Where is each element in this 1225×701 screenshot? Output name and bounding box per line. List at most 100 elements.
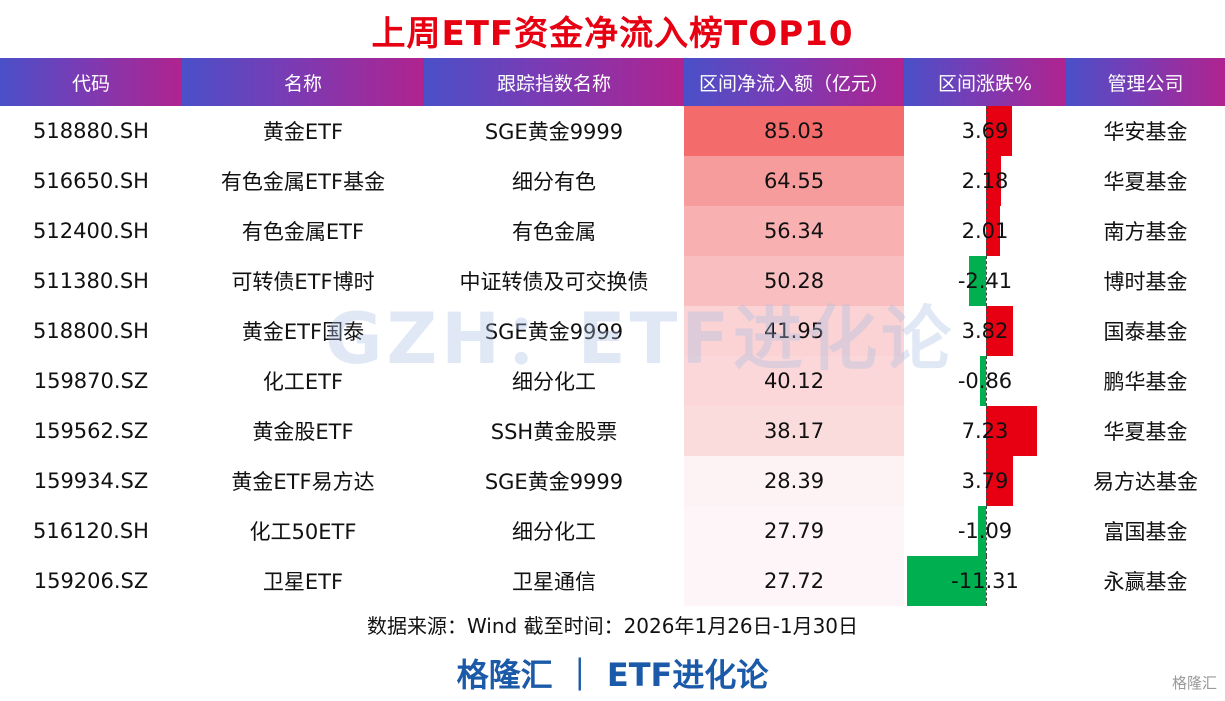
company-cell: 易方达基金 (1093, 470, 1198, 494)
table-row: 516120.SH 化工50ETF 细分化工 27.79 -1.09 富国基金 (0, 506, 1225, 556)
change-label: 3.82 (961, 319, 1009, 343)
flow-cell: 28.39 (684, 456, 904, 506)
flow-cell: 40.12 (684, 356, 904, 406)
change-cell: 7.23 (904, 406, 1066, 456)
code-cell: 518800.SH (33, 319, 149, 343)
change-cell: 2.01 (904, 206, 1066, 256)
header-flow: 区间净流入额（亿元） (684, 58, 904, 106)
index-cell: 有色金属 (512, 220, 596, 244)
code-cell: 159562.SZ (33, 419, 149, 443)
change-cell: 3.69 (904, 106, 1066, 156)
flow-cell: 41.95 (684, 306, 904, 356)
change-cell: 2.18 (904, 156, 1066, 206)
change-bar-negative (906, 556, 986, 606)
change-bar-negative (978, 506, 986, 556)
flow-cell: 64.55 (684, 156, 904, 206)
header-code: 代码 (0, 58, 182, 106)
index-cell: 卫星通信 (512, 570, 596, 594)
zero-axis-line (986, 256, 987, 306)
change-bar-positive (986, 406, 1037, 456)
etf-table: 代码 名称 跟踪指数名称 区间净流入额（亿元） 区间涨跌% 管理公司 51888… (0, 58, 1225, 606)
code-cell: 518880.SH (33, 119, 149, 143)
index-cell: SGE黄金9999 (484, 470, 624, 494)
data-source: 数据来源：Wind 截至时间：2026年1月26日-1月30日 (366, 614, 859, 638)
code-cell: 516650.SH (33, 169, 149, 193)
zero-axis-line (986, 206, 987, 256)
change-bar-positive (986, 456, 1013, 506)
index-cell: 细分化工 (512, 370, 596, 394)
change-bar-area: 3.69 (904, 106, 1066, 156)
flow-cell: 85.03 (684, 106, 904, 156)
table-row: 159934.SZ 黄金ETF易方达 SGE黄金9999 28.39 3.79 易方达基金 (0, 456, 1225, 506)
table-body: 518880.SH 黄金ETF SGE黄金9999 85.03 3.69 华安基金 5166… (0, 106, 1225, 606)
corner-logo: 格隆汇 (1171, 674, 1217, 692)
change-bar-area: 7.23 (904, 406, 1066, 456)
name-cell: 黄金ETF (262, 120, 344, 144)
change-bar-area: 2.01 (904, 206, 1066, 256)
change-cell: -0.86 (904, 356, 1066, 406)
code-cell: 511380.SH (33, 269, 149, 293)
chart-title: 上周ETF资金净流入榜TOP10 (371, 14, 854, 54)
company-cell: 博时基金 (1103, 270, 1188, 294)
change-label: 3.79 (961, 469, 1009, 493)
name-cell: 可转债ETF博时 (231, 270, 375, 294)
company-cell: 华夏基金 (1103, 420, 1188, 444)
table-row: 516650.SH 有色金属ETF基金 细分有色 64.55 2.18 华夏基金 (0, 156, 1225, 206)
name-cell: 卫星ETF (262, 570, 344, 594)
name-cell: 黄金ETF易方达 (231, 470, 375, 494)
flow-cell: 50.28 (684, 256, 904, 306)
change-label: -0.86 (957, 369, 1013, 393)
flow-cell: 27.72 (684, 556, 904, 606)
table-row: 518800.SH 黄金ETF国泰 SGE黄金9999 41.95 3.82 国泰基金 (0, 306, 1225, 356)
index-cell: 细分化工 (512, 520, 596, 544)
company-cell: 富国基金 (1103, 520, 1188, 544)
change-bar-negative (969, 256, 986, 306)
zero-axis-line (986, 506, 987, 556)
name-cell: 黄金ETF国泰 (241, 320, 365, 344)
company-cell: 国泰基金 (1103, 320, 1188, 344)
change-bar-positive (986, 206, 1001, 256)
change-label: 2.01 (961, 219, 1009, 243)
code-cell: 159206.SZ (33, 569, 149, 593)
index-cell: SSH黄金股票 (490, 420, 618, 444)
header-row: 代码 名称 跟踪指数名称 区间净流入额（亿元） 区间涨跌% 管理公司 (0, 58, 1225, 106)
change-bar-positive (986, 306, 1013, 356)
change-label: 2.18 (961, 169, 1009, 193)
table-row: 511380.SH 可转债ETF博时 中证转债及可交换债 50.28 -2.41 博时基金 (0, 256, 1225, 306)
company-cell: 华夏基金 (1103, 170, 1188, 194)
zero-axis-line (986, 456, 987, 506)
change-cell: 3.79 (904, 456, 1066, 506)
name-cell: 黄金股ETF (252, 420, 354, 444)
change-bar-negative (979, 356, 986, 406)
name-cell: 化工50ETF (249, 520, 357, 544)
change-label: 7.23 (961, 419, 1009, 443)
change-bar-area: 3.82 (904, 306, 1066, 356)
header-company: 管理公司 (1066, 58, 1225, 106)
footer-brand: 格隆汇 ｜ ETF进化论 (456, 656, 769, 694)
change-bar-positive (986, 106, 1012, 156)
change-label: -11.31 (951, 569, 1019, 593)
code-cell: 516120.SH (33, 519, 149, 543)
header-change: 区间涨跌% (904, 58, 1066, 106)
change-label: -1.09 (957, 519, 1013, 543)
change-cell: -2.41 (904, 256, 1066, 306)
change-bar-area: -0.86 (904, 356, 1066, 406)
zero-axis-line (986, 406, 987, 456)
change-bar-area: 3.79 (904, 456, 1066, 506)
change-bar-positive (986, 156, 1002, 206)
change-bar-area: -11.31 (904, 556, 1066, 606)
change-bar-area: 2.18 (904, 156, 1066, 206)
flow-cell: 27.79 (684, 506, 904, 556)
code-cell: 159870.SZ (33, 369, 149, 393)
flow-cell: 38.17 (684, 406, 904, 456)
change-cell: -1.09 (904, 506, 1066, 556)
change-label: -2.41 (957, 269, 1013, 293)
table-row: 159206.SZ 卫星ETF 卫星通信 27.72 -11.31 永赢基金 (0, 556, 1225, 606)
zero-axis-line (986, 356, 987, 406)
change-cell: -11.31 (904, 556, 1066, 606)
header-index: 跟踪指数名称 (424, 58, 684, 106)
name-cell: 化工ETF (262, 370, 344, 394)
code-cell: 512400.SH (33, 219, 149, 243)
change-bar-area: -2.41 (904, 256, 1066, 306)
flow-cell: 56.34 (684, 206, 904, 256)
